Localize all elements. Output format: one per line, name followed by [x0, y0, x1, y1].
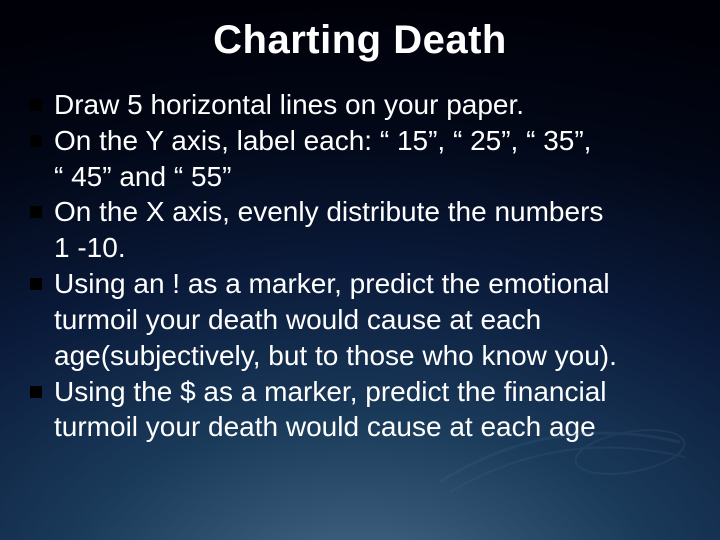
bullet-square-icon: [30, 135, 42, 147]
bullet-item: On the Y axis, label each: “ 15”, “ 25”,…: [30, 123, 690, 159]
bullet-text: Using an ! as a marker, predict the emot…: [54, 266, 690, 302]
bullet-item: On the X axis, evenly distribute the num…: [30, 194, 690, 230]
bullet-text: “ 45” and “ 55”: [54, 159, 690, 195]
bullet-continuation: age(subjectively, but to those who know …: [30, 338, 690, 374]
bullet-text: Draw 5 horizontal lines on your paper.: [54, 87, 690, 123]
slide-title: Charting Death: [0, 0, 720, 73]
bullet-text: turmoil your death would cause at each: [54, 302, 690, 338]
bullet-continuation: turmoil your death would cause at each: [30, 302, 690, 338]
slide-body: Draw 5 horizontal lines on your paper. O…: [0, 73, 720, 445]
bullet-text: 1 -10.: [54, 230, 690, 266]
bullet-item: Using an ! as a marker, predict the emot…: [30, 266, 690, 302]
bullet-square-icon: [30, 99, 42, 111]
bullet-item: Draw 5 horizontal lines on your paper.: [30, 87, 690, 123]
bullet-continuation: 1 -10.: [30, 230, 690, 266]
bullet-text: On the X axis, evenly distribute the num…: [54, 194, 690, 230]
bullet-text: Using the $ as a marker, predict the fin…: [54, 374, 690, 410]
bullet-square-icon: [30, 386, 42, 398]
bullet-continuation: turmoil your death would cause at each a…: [30, 409, 690, 445]
bullet-continuation: “ 45” and “ 55”: [30, 159, 690, 195]
bullet-text: turmoil your death would cause at each a…: [54, 409, 690, 445]
bullet-text: age(subjectively, but to those who know …: [54, 338, 690, 374]
bullet-square-icon: [30, 206, 42, 218]
bullet-item: Using the $ as a marker, predict the fin…: [30, 374, 690, 410]
bullet-square-icon: [30, 278, 42, 290]
bullet-text: On the Y axis, label each: “ 15”, “ 25”,…: [54, 123, 690, 159]
